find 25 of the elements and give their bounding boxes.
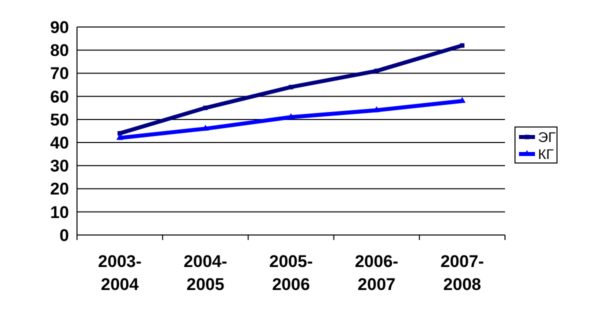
y-tick-label: 40 — [50, 134, 69, 153]
y-tick-label: 60 — [50, 87, 69, 106]
point — [203, 106, 208, 110]
x-tick-label: 2004- 2005 — [184, 252, 228, 294]
y-tick-label: 10 — [50, 202, 69, 222]
legend-label: КГ — [538, 146, 554, 162]
point — [460, 43, 464, 48]
y-tick-label: 20 — [50, 180, 69, 199]
y-tick-label: 90 — [50, 18, 69, 37]
y-tick-label: 50 — [50, 110, 69, 130]
x-tick-label: 2007- 2008 — [440, 252, 484, 294]
point — [202, 124, 209, 131]
point — [373, 106, 380, 112]
point — [118, 131, 122, 136]
y-tick-label: 80 — [50, 41, 69, 60]
x-tick-label: 2005- 2006 — [269, 252, 313, 294]
point — [116, 134, 124, 140]
x-tick-label: 2003- 2004 — [98, 252, 142, 294]
point — [374, 68, 379, 74]
x-tick-label: 2006- 2007 — [354, 252, 398, 294]
y-tick-label: 70 — [50, 64, 69, 84]
point — [288, 84, 294, 90]
y-tick-label: 0 — [60, 226, 69, 245]
y-tick-label: 30 — [50, 156, 69, 176]
legend-label: ЭГ — [538, 128, 556, 145]
